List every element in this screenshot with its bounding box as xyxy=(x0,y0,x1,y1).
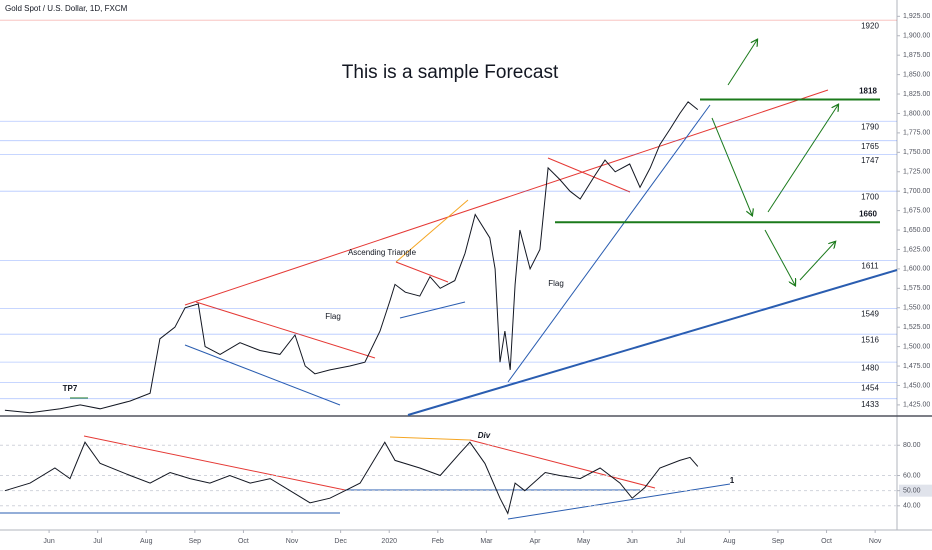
x-tick-label: Aug xyxy=(140,538,153,545)
flag-line xyxy=(195,301,376,359)
x-tick-label: Oct xyxy=(821,538,832,545)
x-tick-label: Jun xyxy=(43,538,54,545)
annotation: Ascending Triangle xyxy=(348,248,417,257)
x-tick-label: Mar xyxy=(480,538,493,545)
x-tick-label: May xyxy=(577,538,591,545)
y-tick-label: 1,775.00 xyxy=(903,130,930,137)
y-tick-label: 1,575.00 xyxy=(903,285,930,292)
trend-line xyxy=(184,89,829,306)
forecast-arrow xyxy=(727,40,757,86)
flag-line xyxy=(184,344,341,406)
x-tick-label: Apr xyxy=(530,538,542,545)
y-tick-label: 1,725.00 xyxy=(903,169,930,176)
annotation: Flag xyxy=(325,312,341,321)
forecast-arrow xyxy=(799,242,835,281)
wedge-line xyxy=(547,157,631,193)
y-tick-label: 1,900.00 xyxy=(903,33,930,40)
x-tick-label: Sep xyxy=(772,538,785,545)
rsi-trend-line xyxy=(507,483,731,520)
triangle-line xyxy=(395,261,449,283)
tick-highlight xyxy=(899,484,932,497)
y-tick-label: 1,850.00 xyxy=(903,71,930,78)
y-tick-label: 1,700.00 xyxy=(903,188,930,195)
y-tick-label: 1,625.00 xyxy=(903,246,930,253)
forecast-arrow xyxy=(767,105,838,213)
x-tick-label: Feb xyxy=(432,538,444,545)
y-tick-label: 1,550.00 xyxy=(903,305,930,312)
y-tick-label: 1,650.00 xyxy=(903,227,930,234)
level-label: 1480 xyxy=(861,363,879,372)
y-tick-label: 1,475.00 xyxy=(903,363,930,370)
y-tick-label: 80.00 xyxy=(903,442,921,449)
triangle-line xyxy=(399,301,466,319)
level-label: 1920 xyxy=(861,21,879,30)
y-tick-label: 1,675.00 xyxy=(903,207,930,214)
rsi-div-line xyxy=(389,436,471,441)
chart-title: Gold Spot / U.S. Dollar, 1D, FXCM xyxy=(5,4,128,13)
annotation: TP7 xyxy=(63,384,78,393)
y-tick-label: 1,500.00 xyxy=(903,343,930,350)
drawings xyxy=(0,40,898,520)
y-tick-label: 1,825.00 xyxy=(903,91,930,98)
forecast-title: This is a sample Forecast xyxy=(342,62,559,83)
x-tick-label: Jul xyxy=(676,538,685,545)
price-line xyxy=(4,441,699,515)
y-tick-label: 60.00 xyxy=(903,472,921,479)
y-tick-label: 1,800.00 xyxy=(903,110,930,117)
level-label: 1765 xyxy=(861,142,879,151)
y-tick-label: 1,750.00 xyxy=(903,149,930,156)
annotation: Flag xyxy=(548,279,564,288)
x-tick-label: Sep xyxy=(189,538,202,545)
x-tick-label: Oct xyxy=(238,538,249,545)
y-tick-label: 1,425.00 xyxy=(903,402,930,409)
price-line xyxy=(4,101,699,414)
level-label: 1516 xyxy=(861,335,879,344)
level-label: 1660 xyxy=(859,209,877,218)
level-label: 1700 xyxy=(861,192,879,201)
x-tick-label: Jun xyxy=(627,538,638,545)
y-tick-label: 1,925.00 xyxy=(903,13,930,20)
x-tick-label: Nov xyxy=(869,538,882,545)
x-tick-label: 2020 xyxy=(381,538,397,545)
trend-line xyxy=(507,104,711,383)
annotation: Div xyxy=(478,431,491,440)
y-tick-label: 1,600.00 xyxy=(903,266,930,273)
level-label: 1549 xyxy=(861,310,879,319)
x-tick-label: Dec xyxy=(334,538,347,545)
level-label: 1454 xyxy=(861,383,879,392)
x-tick-label: Aug xyxy=(723,538,736,545)
forecast-arrow xyxy=(711,117,752,215)
x-tick-label: Jul xyxy=(93,538,102,545)
trend-line xyxy=(407,269,898,416)
y-tick-label: 1,525.00 xyxy=(903,324,930,331)
level-label: 1747 xyxy=(861,156,879,165)
annotation: 1 xyxy=(730,476,735,485)
y-tick-label: 40.00 xyxy=(903,503,921,510)
y-tick-label: 1,875.00 xyxy=(903,52,930,59)
level-label: 1433 xyxy=(861,400,879,409)
y-tick-label: 1,450.00 xyxy=(903,382,930,389)
level-label: 1790 xyxy=(861,122,879,131)
y-tick-label: 50.00 xyxy=(903,488,921,495)
level-label: 1818 xyxy=(859,87,877,96)
forecast-arrow xyxy=(764,229,795,285)
level-label: 1611 xyxy=(861,261,879,270)
rsi-trend-line xyxy=(469,439,656,489)
triangle-line xyxy=(395,199,469,263)
x-tick-label: Nov xyxy=(286,538,299,545)
